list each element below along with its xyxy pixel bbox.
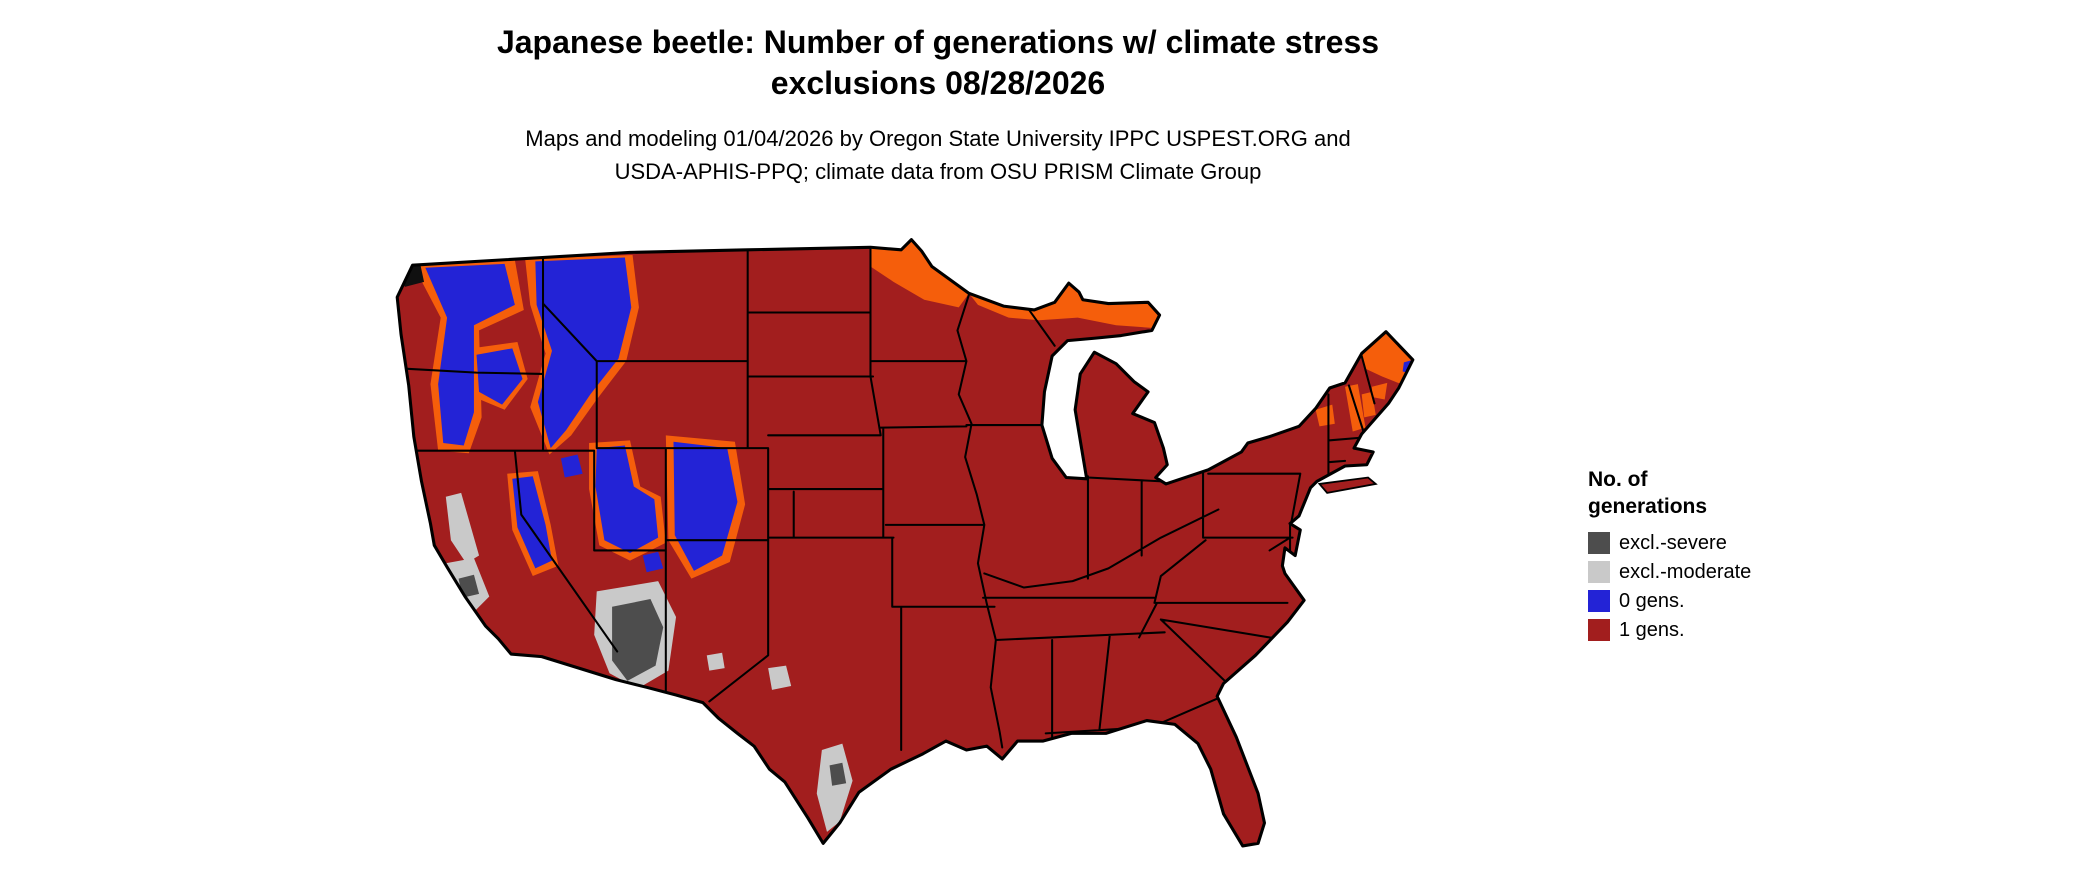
legend-title-line-1: No. of [1588,468,1648,491]
legend-label-excl-moderate: excl.-moderate [1619,561,1752,583]
region-orange-overlay [412,239,1413,579]
map-title: Japanese beetle: Number of generations w… [0,22,1876,104]
legend-item-0-gens: 0 gens. [1588,588,1848,614]
legend-swatch-1-gens [1588,619,1610,641]
long-island [1317,476,1378,494]
legend-item-excl-moderate: excl.-moderate [1588,559,1848,585]
us-generations-map [323,222,1551,884]
map-subtitle-line-1: Maps and modeling 01/04/2026 by Oregon S… [525,126,1351,151]
legend-title-line-2: generations [1588,495,1708,518]
legend-items: excl.-severe excl.-moderate 0 gens. 1 ge… [1588,530,1848,643]
map-fill-layers [397,239,1413,846]
us-map-svg [395,238,1415,848]
map-subtitle: Maps and modeling 01/04/2026 by Oregon S… [0,122,1876,188]
region-0-generations [425,257,1413,573]
legend-label-1-gens: 1 gens. [1619,619,1685,641]
map-legend: No. of generations excl.-severe excl.-mo… [1588,466,1848,646]
map-title-line-2: exclusions 08/28/2026 [770,65,1106,101]
legend-label-0-gens: 0 gens. [1619,590,1685,612]
legend-item-1-gens: 1 gens. [1588,617,1848,643]
map-title-line-1: Japanese beetle: Number of generations w… [496,24,1380,60]
map-subtitle-line-2: USDA-APHIS-PPQ; climate data from OSU PR… [614,159,1262,184]
legend-item-excl-severe: excl.-severe [1588,530,1848,556]
legend-label-excl-severe: excl.-severe [1619,532,1727,554]
legend-swatch-excl-severe [1588,532,1610,554]
legend-swatch-0-gens [1588,590,1610,612]
legend-swatch-excl-moderate [1588,561,1610,583]
region-exclusion-severe [458,574,847,786]
